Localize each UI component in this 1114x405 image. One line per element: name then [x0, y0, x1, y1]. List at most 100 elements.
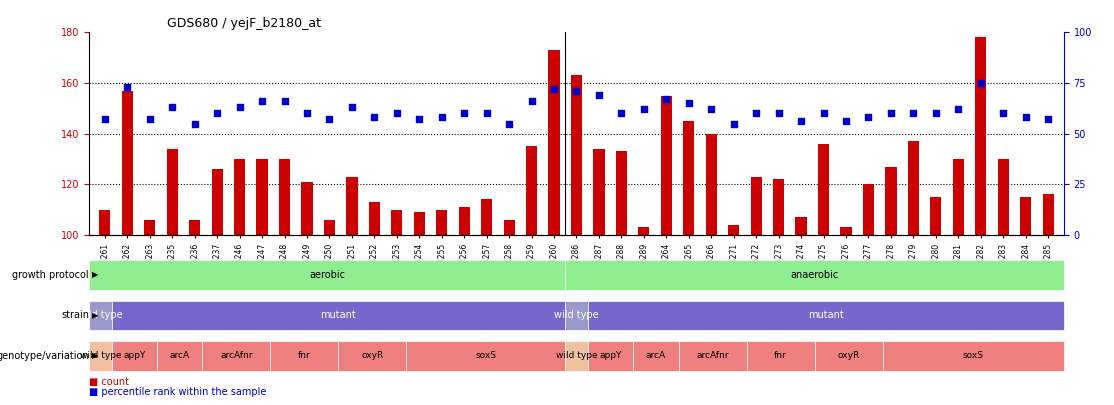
Point — [478, 110, 496, 117]
Point — [321, 116, 339, 123]
Bar — [548, 50, 559, 235]
Point — [590, 92, 608, 98]
Bar — [705, 134, 717, 235]
Bar — [570, 75, 583, 235]
Text: strain: strain — [61, 311, 89, 320]
Text: oxyR: oxyR — [838, 352, 860, 360]
Point — [792, 118, 810, 125]
Point — [725, 120, 743, 127]
Text: wild type: wild type — [78, 311, 123, 320]
Point — [657, 96, 675, 102]
Bar — [302, 182, 313, 235]
Bar — [952, 159, 964, 235]
Point — [208, 110, 226, 117]
Text: wild type: wild type — [556, 352, 597, 360]
Bar — [189, 220, 201, 235]
Text: ■ count: ■ count — [89, 377, 129, 387]
Point — [567, 88, 586, 94]
Bar — [324, 220, 335, 235]
Text: ▶: ▶ — [92, 271, 99, 279]
Bar — [886, 166, 897, 235]
Bar — [998, 159, 1009, 235]
Bar — [818, 144, 829, 235]
Bar — [278, 159, 290, 235]
Point — [164, 104, 182, 111]
Text: arcA: arcA — [646, 352, 666, 360]
Text: fnr: fnr — [299, 352, 311, 360]
Point — [770, 110, 788, 117]
Text: ▶: ▶ — [92, 311, 99, 320]
Bar — [526, 146, 537, 235]
Bar — [99, 210, 110, 235]
Point — [635, 106, 653, 113]
Bar — [481, 199, 492, 235]
Text: mutant: mutant — [808, 311, 843, 320]
Bar — [436, 210, 448, 235]
Bar — [369, 202, 380, 235]
Point — [837, 118, 854, 125]
Point — [388, 110, 405, 117]
Bar — [975, 37, 986, 235]
Point — [275, 98, 293, 104]
Text: soxS: soxS — [962, 352, 984, 360]
Text: growth protocol: growth protocol — [12, 270, 89, 280]
Point — [882, 110, 900, 117]
Text: wild type: wild type — [554, 311, 599, 320]
Point — [186, 120, 204, 127]
Bar — [413, 212, 424, 235]
Point — [231, 104, 248, 111]
Bar — [234, 159, 245, 235]
Bar — [751, 177, 762, 235]
Point — [522, 98, 540, 104]
Point — [140, 116, 158, 123]
Point — [949, 106, 967, 113]
Bar — [661, 96, 672, 235]
Text: genotype/variation: genotype/variation — [0, 351, 89, 361]
Text: anaerobic: anaerobic — [791, 270, 839, 280]
Text: arcAfnr: arcAfnr — [696, 352, 729, 360]
Point — [1017, 114, 1035, 121]
Bar — [212, 169, 223, 235]
Bar — [1043, 194, 1054, 235]
Bar — [459, 207, 470, 235]
Text: ■ percentile rank within the sample: ■ percentile rank within the sample — [89, 387, 266, 397]
Point — [747, 110, 765, 117]
Text: arcAfnr: arcAfnr — [221, 352, 253, 360]
Bar — [773, 179, 784, 235]
Point — [905, 110, 922, 117]
Bar — [121, 91, 133, 235]
Point — [433, 114, 451, 121]
Point — [995, 110, 1013, 117]
Text: mutant: mutant — [321, 311, 356, 320]
Bar — [908, 141, 919, 235]
Bar — [346, 177, 358, 235]
Point — [702, 106, 720, 113]
Text: soxS: soxS — [476, 352, 497, 360]
Point — [814, 110, 832, 117]
Bar — [167, 149, 178, 235]
Point — [545, 86, 563, 92]
Text: arcA: arcA — [169, 352, 189, 360]
Bar — [616, 151, 627, 235]
Bar — [256, 159, 267, 235]
Point — [96, 116, 114, 123]
Point — [500, 120, 518, 127]
Bar — [729, 225, 740, 235]
Point — [860, 114, 878, 121]
Text: appY: appY — [124, 352, 146, 360]
Text: wild type: wild type — [79, 352, 121, 360]
Point — [410, 116, 428, 123]
Point — [680, 100, 697, 107]
Text: fnr: fnr — [774, 352, 786, 360]
Text: appY: appY — [599, 352, 622, 360]
Bar — [504, 220, 515, 235]
Bar — [840, 227, 851, 235]
Point — [456, 110, 473, 117]
Point — [343, 104, 361, 111]
Text: oxyR: oxyR — [361, 352, 383, 360]
Bar — [863, 184, 874, 235]
Bar — [594, 149, 605, 235]
Point — [927, 110, 945, 117]
Point — [253, 98, 271, 104]
Text: GDS680 / yejF_b2180_at: GDS680 / yejF_b2180_at — [167, 17, 321, 30]
